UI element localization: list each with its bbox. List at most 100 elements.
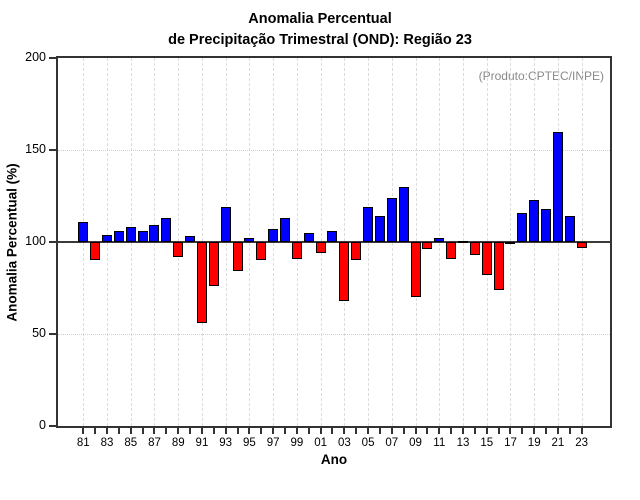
bar-2008	[398, 186, 409, 242]
x-tick-1986	[141, 428, 144, 434]
y-tick-label-200: 200	[25, 50, 46, 64]
y-tick-label-50: 50	[32, 326, 46, 340]
x-tick-1997	[272, 428, 275, 434]
x-tick-label-2007: 07	[385, 437, 399, 449]
x-tick-label-2021: 21	[551, 437, 565, 449]
x-tick-1992	[212, 428, 215, 434]
bar-1994	[232, 242, 243, 272]
x-tick-2018	[521, 428, 524, 434]
bar-1983	[102, 234, 113, 242]
bar-2002	[327, 230, 338, 242]
y-tick-150	[49, 149, 56, 151]
x-tick-label-1991: 91	[195, 437, 209, 449]
x-tick-label-1995: 95	[243, 437, 256, 449]
x-tick-label-2019: 19	[527, 437, 541, 449]
x-tick-2013	[462, 428, 464, 434]
x-tick-label-1981: 81	[76, 437, 90, 449]
x-tick-2008	[402, 428, 405, 434]
x-tick-1999	[295, 428, 298, 434]
bar-1999	[291, 242, 302, 259]
x-tick-1985	[129, 428, 132, 434]
bar-2014	[469, 242, 480, 255]
bar-2013	[458, 241, 468, 243]
bar-1981	[78, 221, 89, 242]
x-tick-1996	[260, 428, 263, 434]
y-tick-label-100: 100	[25, 234, 46, 248]
chart-title-line1: Anomalia Percentual	[248, 11, 392, 27]
bar-2003	[339, 242, 350, 301]
x-tick-label-1999: 99	[290, 437, 304, 449]
bar-1982	[90, 242, 101, 261]
x-tick-1994	[236, 428, 239, 434]
x-tick-2015	[485, 428, 488, 434]
x-tick-2001	[319, 428, 322, 434]
x-tick-label-1985: 85	[124, 437, 138, 449]
x-tick-1990	[189, 428, 192, 434]
y-tick-label-0: 0	[39, 418, 46, 432]
x-tick-2005	[367, 428, 370, 434]
x-tick-label-1983: 83	[100, 437, 114, 449]
x-tick-1995	[248, 428, 251, 434]
bar-2019	[529, 199, 540, 242]
bar-2023	[576, 242, 587, 248]
bar-2010	[422, 242, 433, 250]
x-tick-label-2011: 11	[433, 437, 446, 449]
x-tick-1983	[106, 428, 109, 434]
bar-2001	[315, 242, 326, 254]
x-tick-1991	[200, 428, 203, 434]
x-tick-label-1997: 97	[266, 437, 280, 449]
x-tick-2017	[509, 428, 512, 434]
x-tick-1981	[82, 428, 85, 434]
x-tick-2010	[426, 428, 429, 434]
x-tick-2014	[473, 428, 476, 434]
bar-1987	[149, 225, 160, 242]
bar-2011	[434, 238, 445, 242]
bar-2007	[386, 197, 397, 242]
bar-1991	[196, 242, 207, 323]
x-tick-label-1989: 89	[171, 437, 185, 449]
bar-1986	[137, 230, 148, 242]
bar-2015	[481, 242, 492, 276]
product-annotation: (Produto:CPTEC/INPE)	[478, 69, 604, 83]
x-tick-1987	[153, 428, 156, 434]
x-tick-2020	[545, 428, 548, 434]
bar-1993	[220, 207, 231, 242]
x-tick-label-1987: 87	[148, 437, 161, 449]
x-tick-2006	[378, 428, 381, 434]
bar-2022	[564, 216, 575, 242]
bar-2000	[303, 232, 314, 242]
x-tick-2009	[414, 428, 417, 434]
bar-2021	[552, 131, 563, 242]
gridline-horizontal-150	[58, 150, 610, 151]
x-tick-1984	[117, 428, 120, 434]
bar-1996	[256, 242, 267, 261]
x-tick-label-2005: 05	[361, 437, 375, 449]
x-tick-2022	[568, 428, 571, 434]
x-tick-label-1993: 93	[219, 437, 233, 449]
bar-1989	[173, 242, 184, 257]
x-tick-1989	[177, 428, 180, 434]
bar-2017	[505, 242, 516, 244]
bar-1995	[244, 238, 255, 242]
x-tick-1998	[284, 428, 287, 434]
bar-1998	[280, 218, 291, 242]
y-tick-label-150: 150	[25, 142, 46, 156]
x-tick-1988	[165, 428, 168, 434]
bar-2018	[517, 212, 528, 242]
bar-2009	[410, 242, 421, 298]
bar-2004	[351, 242, 362, 261]
bar-2012	[446, 242, 457, 259]
x-axis-title: Ano	[320, 452, 348, 467]
bar-2020	[541, 208, 552, 242]
x-tick-2004	[355, 428, 358, 434]
x-tick-1993	[224, 428, 227, 434]
bar-1990	[185, 236, 196, 242]
x-tick-label-2015: 15	[480, 437, 494, 449]
x-tick-label-2013: 13	[456, 437, 470, 449]
x-tick-2012	[450, 428, 453, 434]
x-tick-label-2023: 23	[575, 437, 589, 449]
x-tick-2000	[307, 428, 310, 434]
x-tick-2021	[556, 428, 559, 434]
bar-2006	[374, 216, 385, 242]
